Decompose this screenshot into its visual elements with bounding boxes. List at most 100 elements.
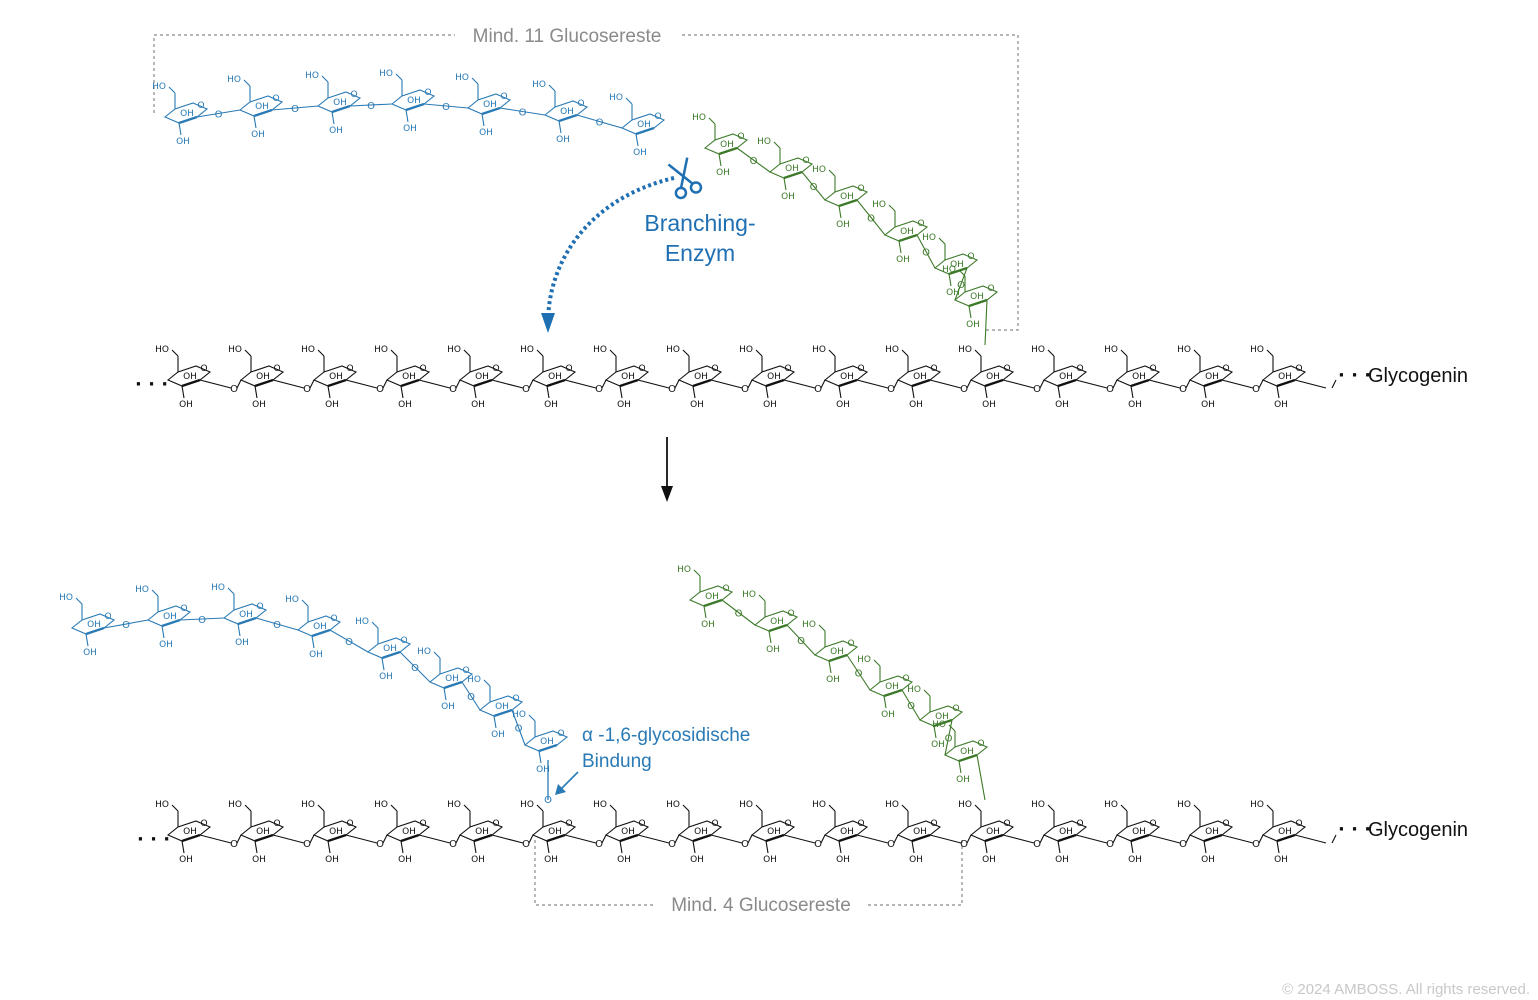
glycogenin-label-top: Glycogenin xyxy=(1368,365,1468,387)
hydroxyl-ho: HO xyxy=(467,675,481,685)
glucose-unit: O HO OH OH xyxy=(593,800,650,865)
hydroxyl-oh: OH xyxy=(383,644,397,654)
hydroxyl-ho: HO xyxy=(379,69,393,79)
glucose-unit: O HO OH OH xyxy=(228,345,285,410)
glycosidic-oxygen: O xyxy=(230,839,238,850)
glycogenin-label-bottom: Glycogenin xyxy=(1368,819,1468,841)
glycosidic-oxygen: O xyxy=(291,104,299,115)
hydroxyl-oh: OH xyxy=(705,592,719,602)
hydroxyl-oh: OH xyxy=(840,372,854,382)
glucose-unit: O HO OH OH xyxy=(872,200,929,265)
glycosidic-oxygen: O xyxy=(887,839,895,850)
hydroxyl-oh: OH xyxy=(986,827,1000,837)
ring-oxygen: O xyxy=(256,602,263,612)
hydroxyl-oh: OH xyxy=(885,682,899,692)
hydroxyl-oh: OH xyxy=(982,400,996,410)
ring-oxygen: O xyxy=(711,819,718,829)
hydroxyl-oh: OH xyxy=(950,260,964,270)
ring-oxygen: O xyxy=(272,94,279,104)
hydroxyl-oh: OH xyxy=(560,107,574,117)
ring-oxygen: O xyxy=(1222,819,1229,829)
ring-oxygen: O xyxy=(737,132,744,142)
glycosidic-oxygen: O xyxy=(668,839,676,850)
ring-oxygen: O xyxy=(1003,819,1010,829)
glycosidic-oxygen: O xyxy=(122,620,130,631)
glucose-unit: O HO OH OH xyxy=(593,345,650,410)
hydroxyl-ho: HO xyxy=(374,800,388,810)
ring-oxygen: O xyxy=(857,184,864,194)
hydroxyl-ho: HO xyxy=(666,345,680,355)
hydroxyl-oh: OH xyxy=(398,400,412,410)
hydroxyl-oh: OH xyxy=(329,827,343,837)
hydroxyl-oh: OH xyxy=(1205,372,1219,382)
ring-oxygen: O xyxy=(273,364,280,374)
glycosidic-oxygen: O xyxy=(376,839,384,850)
hydroxyl-ho: HO xyxy=(593,800,607,810)
glycosidic-oxygen: O xyxy=(741,384,749,395)
hydroxyl-oh: OH xyxy=(896,255,910,265)
hydroxyl-ho: HO xyxy=(301,800,315,810)
hydroxyl-ho: HO xyxy=(512,710,526,720)
glucose-unit: O HO OH OH xyxy=(59,593,116,658)
hydroxyl-oh: OH xyxy=(325,855,339,865)
hydroxyl-oh: OH xyxy=(946,288,960,298)
hydroxyl-ho: HO xyxy=(305,71,319,81)
glucose-unit: O HO OH OH xyxy=(885,800,942,865)
ring-oxygen: O xyxy=(180,604,187,614)
hydroxyl-oh: OH xyxy=(252,400,266,410)
hydroxyl-oh: OH xyxy=(826,675,840,685)
hydroxyl-oh: OH xyxy=(83,648,97,658)
hydroxyl-oh: OH xyxy=(475,827,489,837)
glucose-unit: O HO OH OH xyxy=(417,647,474,712)
hydroxyl-oh: OH xyxy=(982,855,996,865)
glucose-unit: O HO OH OH xyxy=(301,345,358,410)
hydroxyl-oh: OH xyxy=(398,855,412,865)
hydroxyl-ho: HO xyxy=(922,233,936,243)
glucose-unit: O HO OH OH xyxy=(355,617,412,682)
hydroxyl-oh: OH xyxy=(1128,855,1142,865)
hydroxyl-ho: HO xyxy=(609,93,623,103)
glucose-unit: O HO OH OH xyxy=(666,345,723,410)
hydroxyl-ho: HO xyxy=(374,345,388,355)
ring-oxygen: O xyxy=(565,819,572,829)
ring-oxygen: O xyxy=(967,252,974,262)
glucose-unit: O HO OH OH xyxy=(1177,800,1234,865)
glucose-unit: O HO OH OH xyxy=(532,80,589,145)
hydroxyl-ho: HO xyxy=(417,647,431,657)
hydroxyl-ho: HO xyxy=(155,800,169,810)
hydroxyl-oh: OH xyxy=(935,712,949,722)
arrow-down-icon xyxy=(661,437,673,502)
hydroxyl-ho: HO xyxy=(301,345,315,355)
glycosidic-oxygen: O xyxy=(230,384,238,395)
hydroxyl-ho: HO xyxy=(666,800,680,810)
hydroxyl-oh: OH xyxy=(180,109,194,119)
chain-dots-top-right: · · · xyxy=(1338,365,1371,386)
hydroxyl-oh: OH xyxy=(1055,400,1069,410)
glucose-unit: O HO OH OH xyxy=(520,800,577,865)
glucose-unit: O HO OH OH xyxy=(666,800,723,865)
glycosidic-oxygen: O xyxy=(595,839,603,850)
hydroxyl-oh: OH xyxy=(159,640,173,650)
hydroxyl-ho: HO xyxy=(593,345,607,355)
hydroxyl-oh: OH xyxy=(763,855,777,865)
ring-oxygen: O xyxy=(802,156,809,166)
glycosidic-oxygen: O xyxy=(797,636,805,647)
ring-oxygen: O xyxy=(400,636,407,646)
glycosidic-oxygen: O xyxy=(303,839,311,850)
hydroxyl-oh: OH xyxy=(402,827,416,837)
bond-pointer-arrow xyxy=(555,771,579,795)
hydroxyl-oh: OH xyxy=(235,638,249,648)
ring-oxygen: O xyxy=(577,99,584,109)
hydroxyl-ho: HO xyxy=(677,565,691,575)
glucose-unit: O HO OH OH xyxy=(155,800,212,865)
ring-oxygen: O xyxy=(197,101,204,111)
ring-oxygen: O xyxy=(350,90,357,100)
glycosidic-oxygen: O xyxy=(957,280,965,291)
glycosidic-oxygen: O xyxy=(522,384,530,395)
hydroxyl-ho: HO xyxy=(520,800,534,810)
hydroxyl-oh: OH xyxy=(471,855,485,865)
glycosidic-oxygen: O xyxy=(741,839,749,850)
hydroxyl-ho: HO xyxy=(812,800,826,810)
glycosidic-oxygen: O xyxy=(1106,384,1114,395)
hydroxyl-oh: OH xyxy=(960,747,974,757)
